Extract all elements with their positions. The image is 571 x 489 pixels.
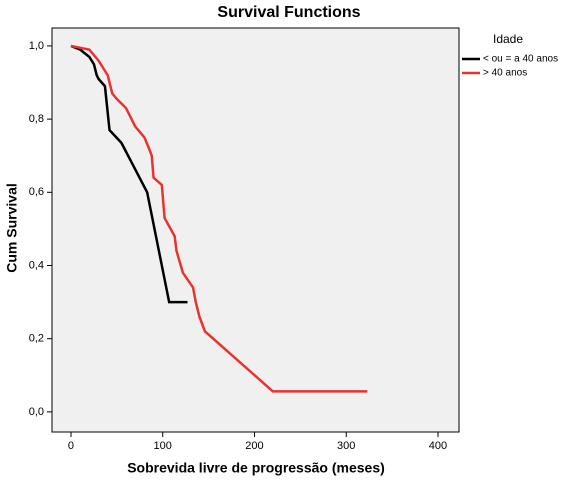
y-tick-label: 0,4	[29, 259, 44, 271]
y-tick-label: 0,8	[29, 113, 44, 125]
x-tick-label: 0	[68, 440, 74, 452]
x-tick-label: 300	[337, 440, 355, 452]
legend-label: < ou = a 40 anos	[483, 54, 558, 65]
legend-label: > 40 anos	[483, 68, 527, 79]
chart-title: Survival Functions	[217, 4, 360, 21]
y-tick-label: 0,6	[29, 186, 44, 198]
survival-line	[70, 44, 368, 393]
y-tick-label: 1,0	[29, 40, 44, 52]
x-axis-label: Sobrevida livre de progressão (meses)	[127, 460, 385, 476]
plot-area	[51, 27, 460, 433]
y-axis-label: Cum Survival	[4, 183, 20, 272]
y-tick-label: 0,2	[29, 333, 44, 345]
survival-line	[70, 44, 188, 304]
x-tick-label: 100	[154, 440, 172, 452]
x-tick-label: 400	[429, 440, 447, 452]
legend-title: Idade	[493, 32, 523, 46]
y-tick-label: 0,0	[29, 406, 44, 418]
x-tick-label: 200	[245, 440, 263, 452]
